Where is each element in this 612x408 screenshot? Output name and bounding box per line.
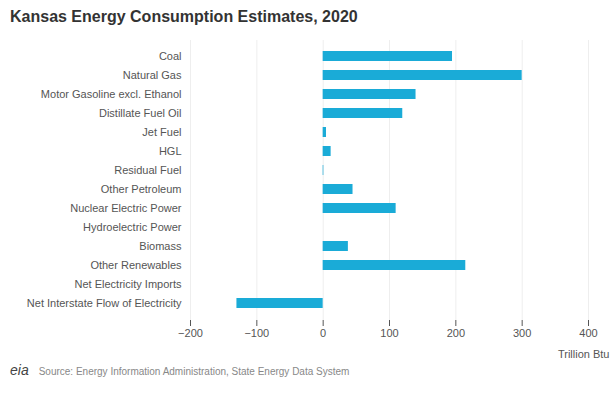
svg-text:300: 300 — [513, 327, 531, 339]
svg-text:−100: −100 — [244, 327, 269, 339]
svg-text:100: 100 — [380, 327, 398, 339]
svg-text:Motor Gasoline excl. Ethanol: Motor Gasoline excl. Ethanol — [41, 88, 182, 100]
svg-text:Other Renewables: Other Renewables — [90, 259, 182, 271]
svg-text:Other Petroleum: Other Petroleum — [101, 183, 182, 195]
html-text:eia: eia — [10, 362, 29, 378]
svg-text:Hydroelectric Power: Hydroelectric Power — [83, 221, 182, 233]
svg-text:200: 200 — [447, 327, 465, 339]
svg-text:400: 400 — [579, 327, 597, 339]
svg-text:−200: −200 — [178, 327, 203, 339]
svg-text:HGL: HGL — [159, 145, 182, 157]
svg-text:Natural Gas: Natural Gas — [123, 69, 182, 81]
svg-text:Jet Fuel: Jet Fuel — [142, 126, 181, 138]
svg-text:0: 0 — [320, 327, 326, 339]
svg-text:Residual Fuel: Residual Fuel — [114, 164, 181, 176]
svg-text:Nuclear Electric Power: Nuclear Electric Power — [70, 202, 182, 214]
svg-text:Biomass: Biomass — [139, 240, 182, 252]
svg-text:Net Electricity Imports: Net Electricity Imports — [75, 278, 182, 290]
html-text:Kansas Energy Consumption Esti: Kansas Energy Consumption Estimates, 202… — [10, 8, 358, 25]
svg-text:Distillate Fuel Oil: Distillate Fuel Oil — [99, 107, 182, 119]
html-text:Source: Energy Information Adm: Source: Energy Information Administratio… — [38, 366, 350, 377]
svg-text:Coal: Coal — [159, 50, 182, 62]
svg-text:Net Interstate Flow of Electri: Net Interstate Flow of Electricity — [27, 297, 182, 309]
svg-text:Trillion Btu: Trillion Btu — [558, 348, 610, 360]
